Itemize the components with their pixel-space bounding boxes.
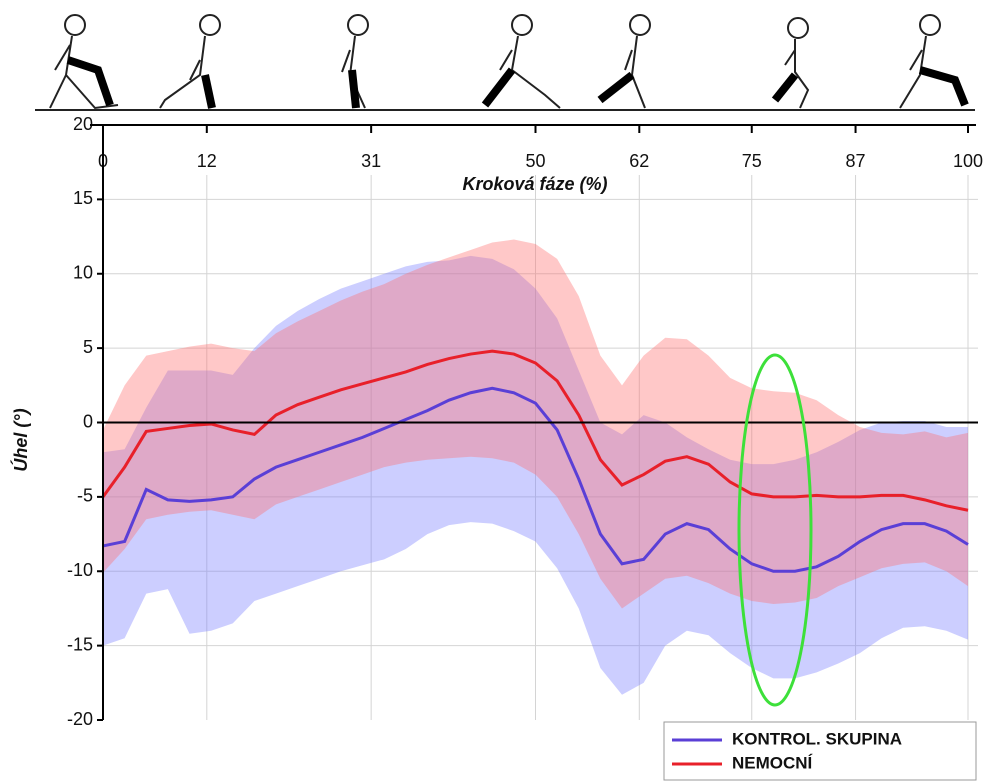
- x-axis-title: Kroková fáze (%): [462, 174, 607, 194]
- legend-label: KONTROL. SKUPINA: [732, 729, 902, 748]
- y-tick-label: 0: [83, 411, 93, 431]
- y-tick-label: -5: [77, 486, 93, 506]
- y-tick-label: 10: [73, 263, 93, 283]
- legend: KONTROL. SKUPINA NEMOCNÍ: [664, 722, 976, 780]
- gait-figures: [35, 15, 975, 110]
- x-tick-label: 75: [742, 151, 762, 171]
- x-tick-label: 12: [197, 151, 217, 171]
- y-tick-label: 20: [73, 114, 93, 134]
- x-tick-label: 100: [953, 151, 983, 171]
- y-tick-label: -15: [67, 634, 93, 654]
- y-tick-label: -10: [67, 560, 93, 580]
- y-tick-label: -20: [67, 709, 93, 729]
- y-tick-label: 5: [83, 337, 93, 357]
- legend-label: NEMOCNÍ: [732, 753, 814, 772]
- x-tick-label: 50: [525, 151, 545, 171]
- y-axis-title: Úhel (°): [10, 408, 31, 471]
- x-tick-label: 31: [361, 151, 381, 171]
- x-tick-label: 87: [846, 151, 866, 171]
- chart: -20-15-10-5051015200123150627587100 Krok…: [0, 0, 990, 782]
- x-tick-label: 62: [629, 151, 649, 171]
- y-tick-label: 15: [73, 188, 93, 208]
